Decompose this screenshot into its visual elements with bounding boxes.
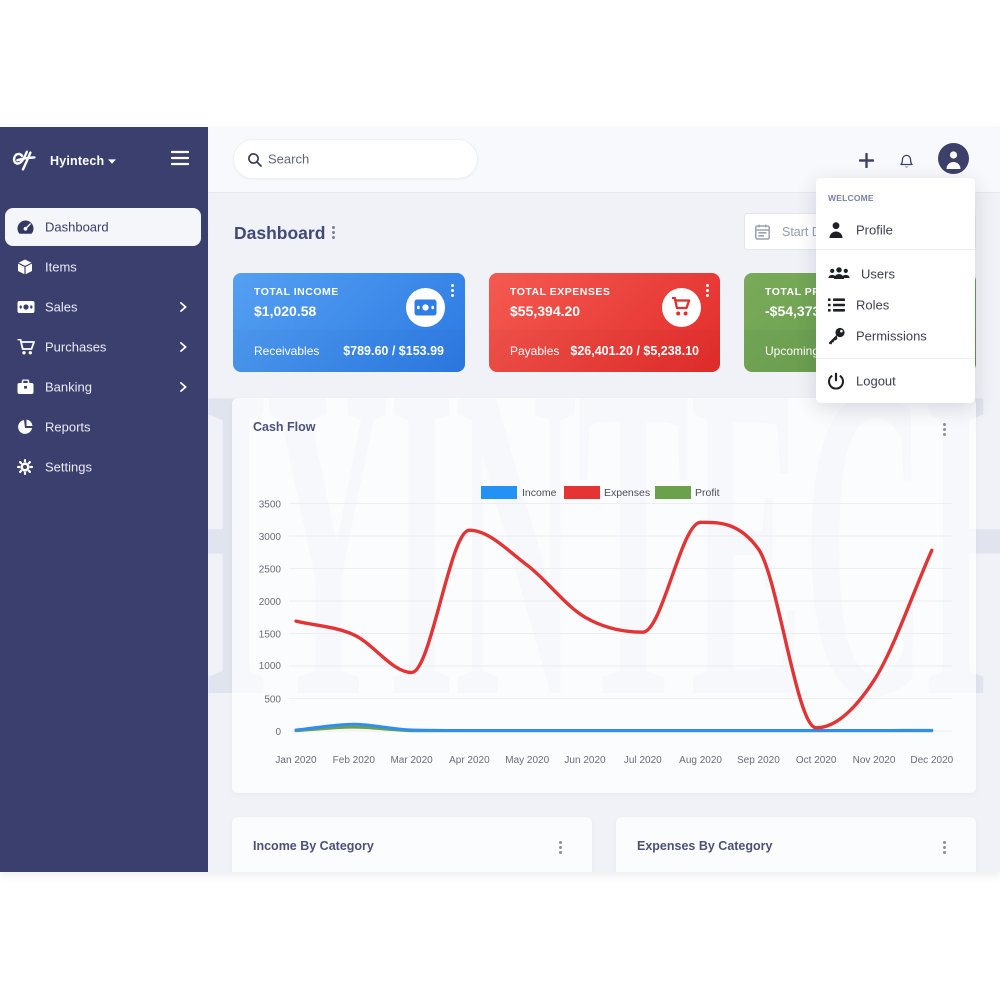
svg-text:0: 0: [275, 727, 281, 738]
svg-text:Oct 2020: Oct 2020: [796, 755, 837, 766]
svg-text:Jun 2020: Jun 2020: [564, 755, 606, 766]
svg-text:Dec 2020: Dec 2020: [910, 755, 953, 766]
svg-text:2000: 2000: [259, 597, 282, 608]
svg-text:Income: Income: [522, 487, 557, 499]
svg-text:Profit: Profit: [695, 487, 720, 499]
svg-text:Sep 2020: Sep 2020: [737, 755, 780, 766]
svg-text:3500: 3500: [259, 500, 282, 511]
svg-text:3000: 3000: [259, 532, 282, 543]
svg-text:Jan 2020: Jan 2020: [275, 755, 317, 766]
svg-text:500: 500: [264, 695, 281, 706]
svg-text:Nov 2020: Nov 2020: [853, 755, 896, 766]
svg-text:2500: 2500: [259, 565, 282, 576]
svg-text:Aug 2020: Aug 2020: [679, 755, 722, 766]
svg-text:Feb 2020: Feb 2020: [333, 755, 376, 766]
svg-text:1500: 1500: [259, 630, 282, 641]
svg-text:1000: 1000: [259, 661, 282, 672]
svg-text:Jul 2020: Jul 2020: [624, 755, 662, 766]
svg-text:May 2020: May 2020: [505, 755, 549, 766]
svg-text:Apr 2020: Apr 2020: [449, 755, 490, 766]
svg-text:Expenses: Expenses: [604, 487, 650, 499]
svg-text:Mar 2020: Mar 2020: [390, 755, 433, 766]
